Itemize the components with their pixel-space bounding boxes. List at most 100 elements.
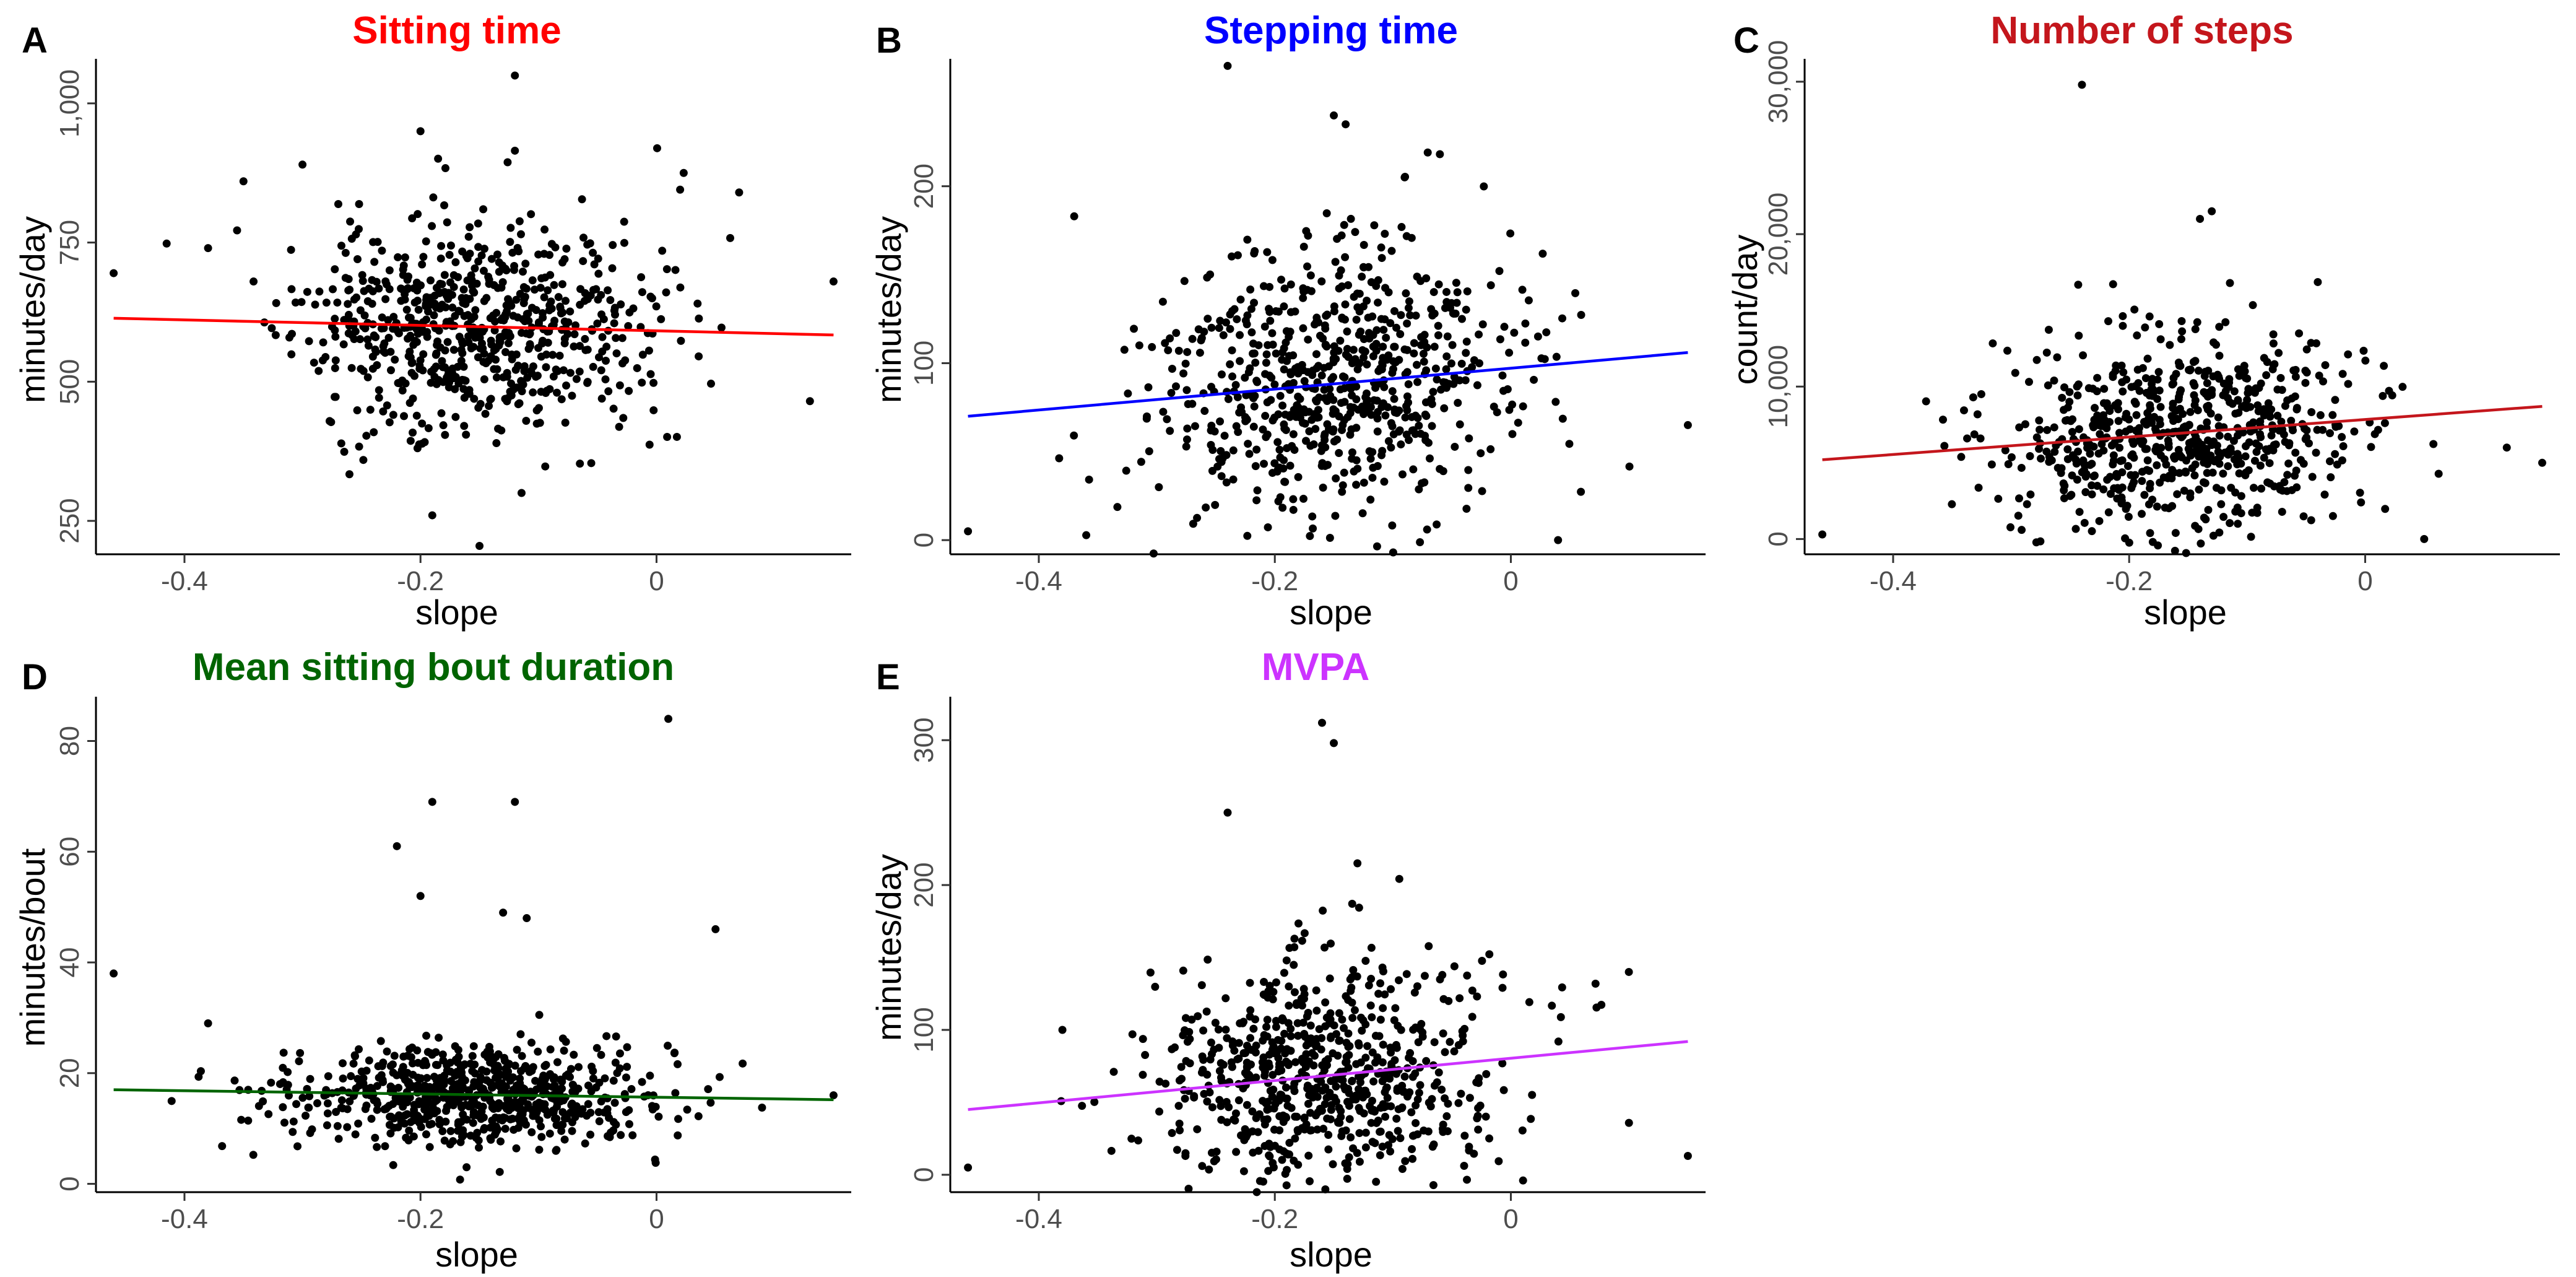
data-point	[462, 1163, 471, 1172]
data-point	[509, 312, 518, 320]
x-tick-label: -0.4	[1870, 566, 1917, 596]
data-point	[2050, 423, 2058, 432]
data-point	[1313, 1125, 1322, 1134]
data-point	[1457, 315, 1466, 323]
data-point	[305, 1092, 314, 1100]
data-point	[2249, 301, 2257, 310]
data-point	[1268, 1038, 1277, 1047]
data-point	[516, 289, 524, 298]
data-point	[1454, 1099, 1463, 1107]
data-point	[570, 342, 578, 351]
data-point	[2302, 345, 2311, 354]
data-point	[420, 1081, 429, 1090]
data-point	[1215, 455, 1223, 463]
data-point	[494, 1104, 503, 1112]
data-point	[534, 250, 543, 259]
data-point	[2129, 440, 2138, 448]
data-point	[1333, 435, 1342, 444]
data-point	[1420, 1126, 1428, 1135]
data-point	[2200, 513, 2208, 522]
data-point	[406, 331, 415, 340]
data-point	[331, 315, 339, 323]
data-point	[1266, 1086, 1275, 1095]
data-point	[2241, 471, 2250, 479]
data-point	[526, 342, 534, 351]
data-point	[196, 1067, 205, 1076]
data-point	[1221, 994, 1230, 1003]
data-point	[313, 1099, 322, 1107]
data-point	[438, 1127, 447, 1136]
data-point	[1216, 316, 1225, 325]
data-point	[1368, 1013, 1376, 1022]
data-point	[1482, 1070, 1491, 1078]
data-point	[2285, 439, 2294, 448]
data-point	[577, 1109, 586, 1118]
data-point	[2044, 325, 2053, 334]
data-point	[1451, 442, 1459, 451]
data-point	[362, 1101, 371, 1110]
data-point	[1361, 1128, 1370, 1137]
data-point	[487, 336, 495, 345]
data-point	[513, 1045, 521, 1054]
data-point	[2075, 331, 2083, 340]
data-point	[2099, 399, 2108, 408]
data-point	[490, 317, 499, 326]
data-point	[2221, 318, 2230, 326]
data-point	[1340, 315, 1349, 324]
data-point	[1352, 481, 1361, 489]
data-point	[2169, 417, 2178, 425]
data-point	[1415, 485, 1423, 494]
data-point	[1355, 1157, 1364, 1166]
data-point	[540, 225, 549, 234]
data-point	[559, 366, 568, 375]
data-point	[2146, 401, 2154, 409]
data-point	[1430, 1038, 1439, 1047]
data-point	[2237, 492, 2245, 500]
data-point	[603, 1105, 612, 1114]
data-point	[2102, 424, 2111, 432]
data-point	[1259, 1063, 1267, 1072]
data-point	[1303, 1012, 1311, 1021]
data-point	[2380, 419, 2389, 427]
data-point	[1219, 331, 1228, 339]
data-point	[408, 214, 417, 223]
data-point	[1305, 427, 1314, 435]
data-point	[514, 361, 523, 370]
data-point	[1418, 1032, 1427, 1041]
data-point	[1340, 1024, 1348, 1032]
data-point	[401, 290, 409, 299]
data-point	[1407, 1108, 1416, 1117]
data-point	[1371, 383, 1380, 392]
data-point	[644, 346, 653, 355]
data-point	[649, 406, 658, 414]
data-point	[557, 1127, 566, 1135]
data-point	[1408, 1131, 1417, 1140]
data-point	[1387, 985, 1395, 993]
data-point	[384, 316, 392, 325]
data-point	[1389, 365, 1397, 373]
data-point	[441, 346, 449, 355]
data-point	[379, 1058, 388, 1067]
data-point	[711, 925, 720, 933]
data-point	[597, 310, 606, 319]
data-point	[560, 1046, 568, 1055]
data-point	[473, 1128, 482, 1137]
data-point	[1338, 487, 1347, 496]
data-point	[363, 373, 372, 381]
data-point	[1554, 536, 1563, 544]
data-point	[541, 462, 550, 471]
data-point	[1247, 328, 1256, 337]
x-axis-title: slope	[1290, 1235, 1373, 1274]
data-point	[2132, 411, 2141, 419]
data-point	[2328, 512, 2337, 520]
data-point	[540, 293, 549, 302]
data-point	[2037, 454, 2045, 463]
data-point	[338, 1059, 347, 1068]
data-point	[1300, 929, 1309, 938]
data-point	[493, 250, 502, 259]
data-point	[2014, 512, 2023, 520]
data-point	[167, 1097, 176, 1105]
data-point	[2189, 379, 2198, 388]
data-point	[1109, 1068, 1118, 1076]
data-point	[499, 1113, 508, 1122]
